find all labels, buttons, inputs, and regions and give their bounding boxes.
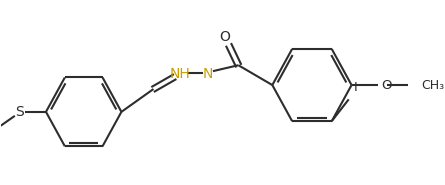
- Text: I: I: [353, 81, 357, 94]
- Text: O: O: [382, 79, 392, 92]
- Text: S: S: [15, 105, 24, 119]
- Text: CH₃: CH₃: [421, 79, 445, 92]
- Text: O: O: [219, 30, 230, 44]
- Text: NH: NH: [170, 67, 190, 81]
- Text: N: N: [203, 67, 214, 81]
